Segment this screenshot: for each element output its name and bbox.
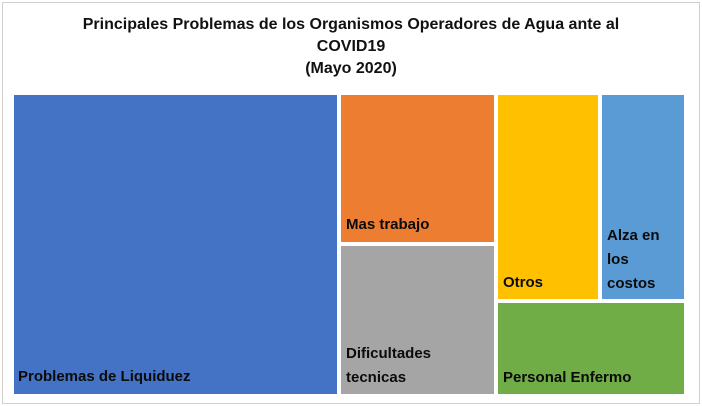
treemap-cell-alza-en-los-costos-label: Alza en los costos bbox=[607, 224, 660, 296]
treemap-cell-personal-enfermo-label: Personal Enfermo bbox=[503, 366, 631, 390]
chart-title: Principales Problemas de los Organismos … bbox=[0, 14, 702, 80]
treemap-cell-problemas-de-liquiduez-label-line: Problemas de Liquiduez bbox=[18, 368, 191, 385]
treemap-cell-dificultades-tecnicas bbox=[339, 244, 496, 396]
chart-title-line-1: Principales Problemas de los Organismos … bbox=[82, 16, 620, 33]
treemap-cell-alza-en-los-costos-label-line: Alza en bbox=[607, 227, 660, 244]
treemap-cell-personal-enfermo-label-line: Personal Enfermo bbox=[503, 369, 632, 386]
treemap-cell-alza-en-los-costos bbox=[600, 93, 686, 301]
treemap-cell-dificultades-tecnicas-label-line: tecnicas bbox=[346, 369, 407, 386]
treemap-cell-dificultades-tecnicas-label-line: Dificultades bbox=[346, 345, 432, 362]
treemap-cell-otros bbox=[496, 93, 600, 301]
treemap-cell-mas-trabajo bbox=[339, 93, 496, 244]
treemap-cell-problemas-de-liquiduez bbox=[12, 93, 339, 396]
treemap-cell-dificultades-tecnicas-label: Dificultades tecnicas bbox=[346, 342, 431, 390]
treemap-cell-alza-en-los-costos-label-line: costos bbox=[607, 275, 656, 292]
treemap-cell-mas-trabajo-label-line: Mas trabajo bbox=[346, 216, 430, 233]
treemap-cell-otros-label: Otros bbox=[503, 271, 543, 295]
treemap-cell-mas-trabajo-label: Mas trabajo bbox=[346, 213, 429, 237]
chart-title-line-2: COVID19 bbox=[316, 38, 386, 55]
chart-title-line-3: (Mayo 2020) bbox=[305, 60, 397, 77]
treemap-cell-alza-en-los-costos-label-line: los bbox=[607, 251, 629, 268]
treemap-cell-problemas-de-liquiduez-label: Problemas de Liquiduez bbox=[18, 365, 191, 389]
treemap-cell-otros-label-line: Otros bbox=[503, 274, 544, 291]
treemap-cell-personal-enfermo bbox=[496, 301, 686, 396]
